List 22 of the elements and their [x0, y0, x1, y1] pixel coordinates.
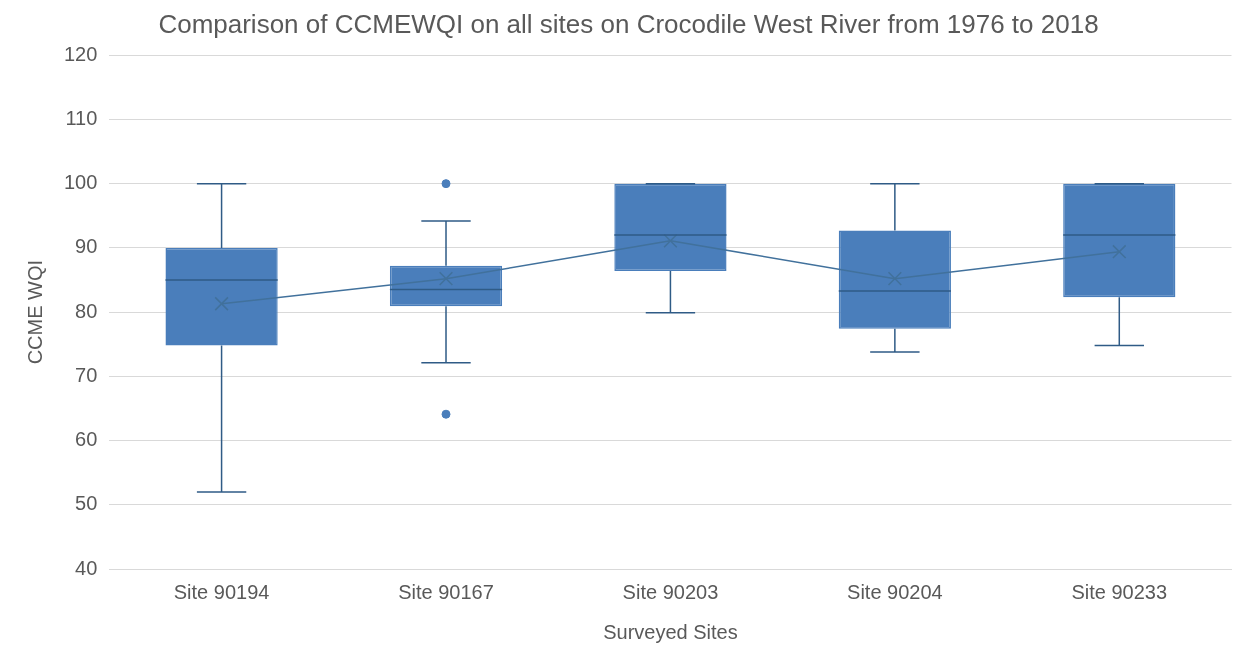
x-tick-label: Site 90203	[622, 580, 719, 603]
y-tick-label: 90	[75, 235, 98, 258]
y-tick-label: 80	[75, 299, 98, 322]
y-axis-title: CCME WQI	[23, 259, 46, 365]
point	[438, 271, 454, 286]
point	[887, 271, 902, 286]
y-tick-label: 100	[63, 171, 98, 194]
x-axis-title: Surveyed Sites	[603, 620, 738, 643]
x-tick-label: Site 90204	[847, 580, 943, 603]
y-tick-label: 40	[75, 556, 98, 579]
y-tick-label: 70	[75, 363, 98, 386]
point	[214, 296, 229, 311]
y-tick-label: 60	[75, 428, 98, 451]
x-tick-label: Site 90233	[1071, 580, 1168, 603]
x-tick-label: Site 90167	[398, 580, 494, 603]
y-tick-label: 120	[63, 42, 98, 65]
y-tick-label: 50	[75, 492, 98, 515]
chart-title: Comparison of CCMEWQI on all sites on Crocodile West River from 1976 to 2018	[158, 8, 1099, 39]
point	[1112, 244, 1127, 259]
point	[663, 233, 678, 248]
x-tick-label: Site 90194	[173, 580, 270, 603]
y-tick-label: 110	[65, 106, 98, 129]
